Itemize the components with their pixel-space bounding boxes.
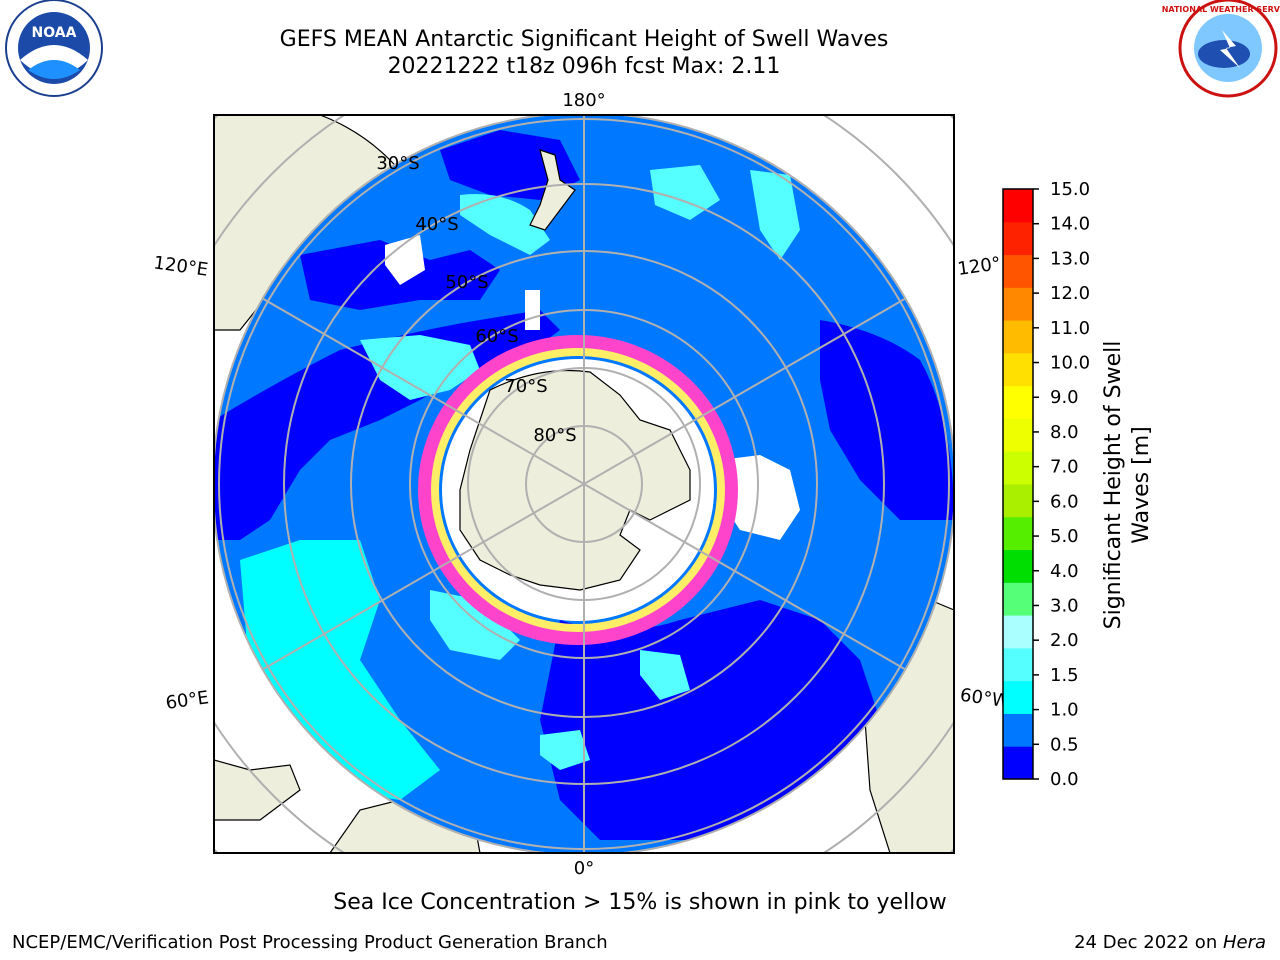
colorbar-band — [1003, 615, 1033, 649]
colorbar — [1003, 189, 1033, 780]
colorbar-tick-label: 6.0 — [1050, 491, 1079, 512]
sea-ice-note: Sea Ice Concentration > 15% is shown in … — [333, 890, 947, 915]
swell-1-5m-region — [360, 335, 480, 400]
chart-title: GEFS MEAN Antarctic Significant Height o… — [279, 27, 889, 52]
latitude-label-80s: 80°S — [533, 425, 576, 446]
colorbar-tick-label: 14.0 — [1050, 214, 1090, 235]
map-area — [214, 115, 954, 853]
sea-ice-edge — [418, 335, 738, 645]
latitude-label-40s: 40°S — [415, 214, 458, 235]
colorbar-tick-label: 15.0 — [1050, 179, 1090, 200]
colorbar-band — [1003, 320, 1033, 354]
date-text: 24 Dec 2022 on — [1074, 932, 1223, 953]
low-swell-region — [820, 320, 954, 520]
colorbar-tick-label: 11.0 — [1050, 318, 1090, 339]
colorbar-tick-label: 5.0 — [1050, 526, 1079, 547]
colorbar-title: Significant Height of Swell Waves [m] — [1101, 340, 1154, 630]
colorbar-band — [1003, 549, 1033, 583]
colorbar-band — [1003, 582, 1033, 616]
colorbar-tick-label: 3.0 — [1050, 595, 1079, 616]
colorbar-tick-label: 1.5 — [1050, 665, 1079, 686]
low-swell-region — [540, 600, 880, 840]
swell-1-5m-region — [650, 165, 720, 220]
swell-1-5m-region — [430, 590, 520, 660]
no-data-region — [720, 455, 800, 540]
colorbar-band — [1003, 451, 1033, 485]
colorbar-band — [1003, 484, 1033, 518]
colorbar-tick-label: 4.0 — [1050, 561, 1079, 582]
nws-logo-text: NATIONAL WEATHER SERVICE — [1162, 5, 1280, 14]
credit-line: NCEP/EMC/Verification Post Processing Pr… — [12, 932, 608, 953]
meridian-label-180: 180° — [562, 90, 605, 111]
colorbar-tick-label: 0.5 — [1050, 734, 1079, 755]
nws-logo-icon: NATIONAL WEATHER SERVICE — [1162, 0, 1280, 98]
low-swell-region — [440, 130, 580, 200]
colorbar-tick-label: 0.0 — [1050, 769, 1079, 790]
new-zealand-land — [529, 149, 576, 231]
colorbar-band — [1003, 418, 1033, 452]
no-data-region — [385, 235, 425, 285]
colorbar-band — [1003, 287, 1033, 321]
colorbar-tick-label: 8.0 — [1050, 422, 1079, 443]
meridian-label-0: 0° — [574, 858, 594, 879]
colorbar-tick-label: 1.0 — [1050, 700, 1079, 721]
meridian-label-60e: 60°E — [164, 687, 210, 714]
colorbar-tick-label: 9.0 — [1050, 387, 1079, 408]
colorbar-band — [1003, 713, 1033, 747]
chart-subtitle: 20221222 t18z 096h fcst Max: 2.11 — [387, 54, 781, 79]
colorbar-band — [1003, 189, 1033, 223]
colorbar-band — [1003, 516, 1033, 551]
latitude-label-70s: 70°S — [504, 376, 547, 397]
colorbar-tick-label: 2.0 — [1050, 630, 1079, 651]
colorbar-band — [1003, 221, 1033, 256]
colorbar-band — [1003, 254, 1033, 288]
machine-name: Hera — [1222, 932, 1266, 953]
date-stamp: 24 Dec 2022 on Hera — [1074, 932, 1266, 953]
colorbar-tick-label: 7.0 — [1050, 457, 1079, 478]
colorbar-band — [1003, 385, 1033, 419]
latitude-label-50s: 50°S — [445, 272, 488, 293]
meridian-grid — [214, 115, 954, 853]
latitude-label-60s: 60°S — [475, 326, 518, 347]
noaa-logo-text: NOAA — [32, 25, 77, 41]
meridian-label-120w: 120° — [956, 253, 1002, 280]
map-frame — [213, 114, 955, 854]
colorbar-band — [1003, 680, 1033, 714]
swell-1-5m-region — [750, 170, 800, 260]
swell-1-5m-region — [460, 194, 550, 255]
colorbar-ticks: 15.0 14.0 13.0 12.0 11.0 10.0 9.0 8.0 7.0 6.0 5.0 4… — [1033, 179, 1090, 790]
swell-1-5m-region — [540, 730, 590, 770]
sea-ice-interior — [431, 348, 725, 632]
colorbar-tick-label: 13.0 — [1050, 248, 1090, 269]
antarctica-land — [459, 369, 691, 591]
colorbar-tick-label: 10.0 — [1050, 353, 1090, 374]
swell-1-5m-region — [640, 650, 690, 700]
noaa-logo-icon: NOAA — [5, 0, 103, 97]
meridian-label-120e: 120°E — [152, 252, 209, 280]
no-data-region — [525, 290, 540, 330]
colorbar-tick-label: 12.0 — [1050, 283, 1090, 304]
colorbar-band — [1003, 746, 1033, 780]
colorbar-band — [1003, 352, 1033, 387]
latitude-label-30s: 30°S — [376, 153, 419, 174]
colorbar-band — [1003, 647, 1033, 682]
colorbar-outline — [1002, 188, 1034, 780]
